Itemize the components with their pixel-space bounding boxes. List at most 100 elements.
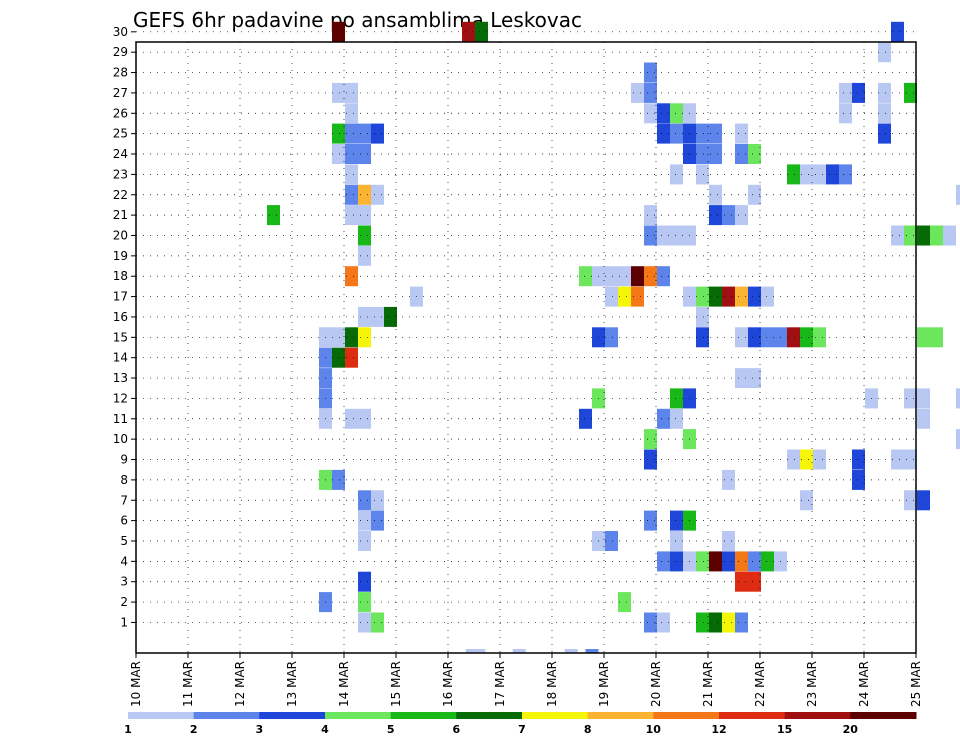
heatmap-cell bbox=[813, 449, 826, 470]
heatmap-cell bbox=[709, 205, 722, 226]
heatmap-cell bbox=[787, 327, 800, 348]
heatmap-cell bbox=[852, 82, 865, 103]
heatmap-cell bbox=[826, 164, 839, 185]
heatmap-cell bbox=[657, 225, 670, 246]
y-tick-label: 12 bbox=[113, 391, 128, 405]
colorbar-label: 12 bbox=[711, 723, 726, 736]
x-tick-label: 11 MAR bbox=[181, 661, 195, 707]
heatmap-cell bbox=[748, 327, 761, 348]
heatmap-cell bbox=[657, 123, 670, 144]
heatmap-cell bbox=[332, 347, 345, 368]
heatmap-cell bbox=[618, 266, 631, 287]
heatmap-cell bbox=[358, 184, 371, 205]
heatmap-cell bbox=[332, 123, 345, 144]
colorbar-label: 20 bbox=[843, 723, 859, 736]
heatmap-cell bbox=[585, 649, 599, 653]
heatmap-cells bbox=[267, 21, 960, 653]
x-tick-label: 15 MAR bbox=[389, 661, 403, 707]
heatmap-cell bbox=[735, 123, 748, 144]
y-tick-label: 19 bbox=[113, 249, 128, 263]
heatmap-cell bbox=[371, 510, 384, 531]
heatmap-cell bbox=[644, 225, 657, 246]
heatmap-cell bbox=[917, 388, 930, 409]
heatmap-cell bbox=[904, 388, 917, 409]
x-tick-label: 24 MAR bbox=[857, 661, 871, 707]
colorbar-label: 1 bbox=[124, 723, 132, 736]
colorbar-swatch bbox=[259, 712, 326, 719]
heatmap-cell bbox=[748, 571, 761, 592]
heatmap-cell bbox=[878, 123, 891, 144]
heatmap-cell bbox=[748, 184, 761, 205]
heatmap-cell bbox=[267, 205, 280, 226]
heatmap-cell bbox=[644, 266, 657, 287]
y-tick-label: 20 bbox=[113, 228, 128, 242]
heatmap-cell bbox=[800, 449, 813, 470]
heatmap-cell bbox=[696, 612, 709, 633]
y-tick-label: 13 bbox=[113, 371, 128, 385]
heatmap-cell bbox=[644, 429, 657, 450]
heatmap-cell bbox=[956, 429, 960, 450]
plot-frame bbox=[135, 41, 917, 654]
heatmap-cell bbox=[644, 612, 657, 633]
heatmap-cell bbox=[709, 612, 722, 633]
heatmap-cell bbox=[605, 327, 618, 348]
heatmap-cell bbox=[475, 21, 488, 42]
heatmap-cell bbox=[748, 286, 761, 307]
y-tick-label: 22 bbox=[113, 188, 128, 202]
colorbar-swatch bbox=[456, 712, 523, 719]
heatmap-cell bbox=[709, 286, 722, 307]
heatmap-cell bbox=[917, 408, 930, 429]
colorbar-label: 4 bbox=[321, 723, 329, 736]
y-tick-label: 6 bbox=[120, 514, 128, 528]
heatmap-cell bbox=[878, 42, 891, 63]
x-tick-label: 21 MAR bbox=[701, 661, 715, 707]
x-tick-label: 14 MAR bbox=[337, 661, 351, 707]
colorbar-label: 8 bbox=[584, 723, 592, 736]
heatmap-cell bbox=[722, 469, 735, 490]
heatmap-cell bbox=[722, 205, 735, 226]
heatmap-cell bbox=[891, 21, 904, 42]
colorbar-swatch bbox=[522, 712, 589, 719]
heatmap-cell bbox=[605, 286, 618, 307]
y-tick-label: 24 bbox=[113, 147, 128, 161]
heatmap-cell bbox=[345, 123, 358, 144]
heatmap-cell bbox=[800, 490, 813, 511]
heatmap-cell bbox=[722, 612, 735, 633]
heatmap-cell bbox=[332, 144, 345, 164]
heatmap-cell bbox=[956, 388, 960, 409]
heatmap-cell bbox=[735, 144, 748, 164]
heatmap-cell bbox=[631, 82, 644, 103]
heatmap-cell bbox=[943, 225, 956, 246]
heatmap-cell bbox=[891, 449, 904, 470]
heatmap-cell bbox=[358, 306, 371, 327]
heatmap-cell bbox=[345, 205, 358, 226]
heatmap-cell bbox=[670, 225, 683, 246]
heatmap-cell bbox=[644, 62, 657, 83]
x-tick-label: 23 MAR bbox=[805, 661, 819, 707]
y-tick-label: 4 bbox=[120, 554, 128, 568]
colorbar-label: 10 bbox=[646, 723, 662, 736]
heatmap-cell bbox=[345, 327, 358, 348]
heatmap-cell bbox=[696, 306, 709, 327]
heatmap-cell bbox=[358, 531, 371, 551]
heatmap-cell bbox=[371, 306, 384, 327]
heatmap-cell bbox=[709, 551, 722, 572]
heatmap-cell bbox=[930, 225, 943, 246]
heatmap-cell bbox=[904, 82, 917, 103]
heatmap-cell bbox=[696, 123, 709, 144]
x-tick-label: 19 MAR bbox=[597, 661, 611, 707]
heatmap-cell bbox=[813, 164, 826, 185]
y-tick-label: 18 bbox=[113, 269, 128, 283]
colorbar: 1 2 3 4 5 6 7 8 10 12 15 20 bbox=[124, 712, 917, 736]
heatmap-cell bbox=[748, 551, 761, 572]
heatmap-cell bbox=[345, 266, 358, 287]
heatmap-cell bbox=[631, 286, 644, 307]
y-tick-label: 30 bbox=[113, 25, 128, 39]
heatmap-cell bbox=[800, 164, 813, 185]
y-tick-label: 14 bbox=[113, 351, 128, 365]
heatmap-cell bbox=[358, 510, 371, 531]
x-axis: 10 MAR 11 MAR 12 MAR 13 MAR 14 MAR 15 MAR 16 M… bbox=[129, 653, 923, 707]
heatmap-cell bbox=[761, 551, 774, 572]
heatmap-cell bbox=[709, 123, 722, 144]
heatmap-cell bbox=[670, 510, 683, 531]
